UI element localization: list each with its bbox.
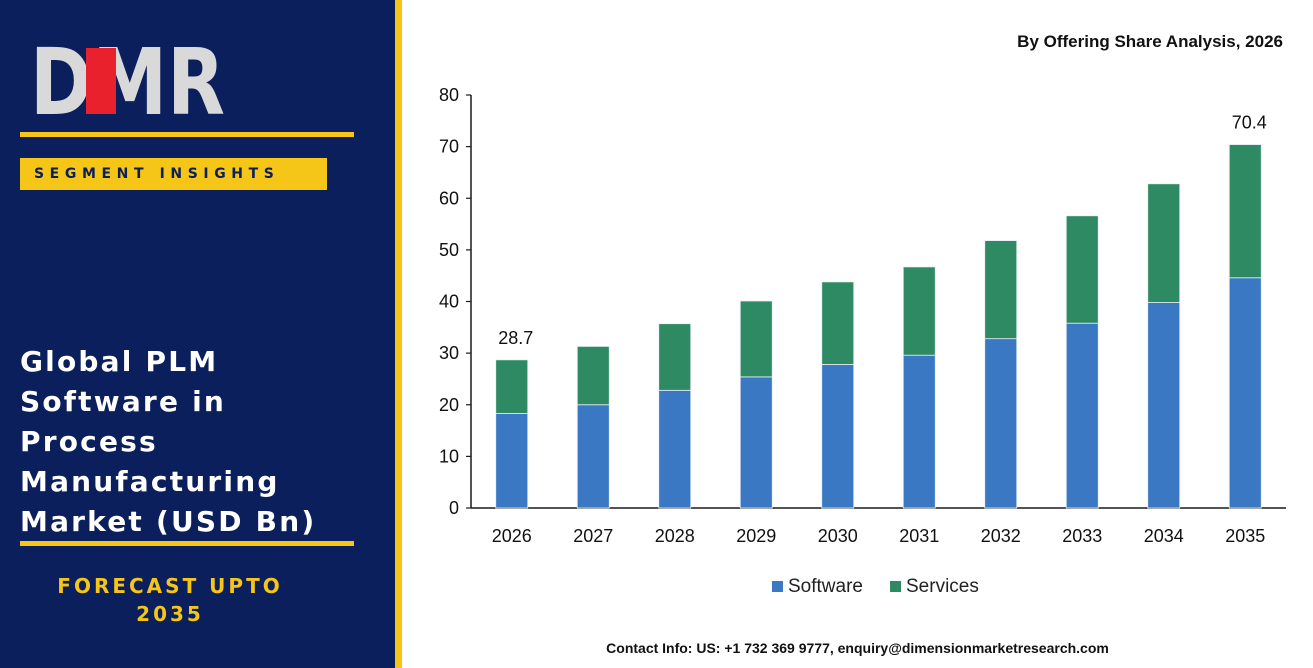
legend-swatch-software xyxy=(772,581,783,592)
chart-subtitle: By Offering Share Analysis, 2026 xyxy=(1017,32,1283,51)
legend-swatch-services xyxy=(890,581,901,592)
title-line: Manufacturing xyxy=(20,465,280,498)
y-tick-label: 60 xyxy=(439,188,459,208)
x-tick-label: 2034 xyxy=(1144,526,1184,546)
y-tick-label: 80 xyxy=(439,85,459,105)
legend-label-software: Software xyxy=(788,576,863,597)
bar-services-2029 xyxy=(739,300,773,378)
market-title: Global PLM Software in Process Manufactu… xyxy=(20,342,380,542)
bar-services-2026 xyxy=(495,359,529,414)
x-tick-label: 2032 xyxy=(981,526,1021,546)
forecast-line: FORECAST UPTO xyxy=(57,574,283,598)
x-tick-label: 2031 xyxy=(899,526,939,546)
forecast-label: FORECAST UPTO 2035 xyxy=(20,572,320,628)
y-tick-label: 50 xyxy=(439,240,459,260)
bar-software-2027 xyxy=(576,404,610,509)
title-line: Process xyxy=(20,425,158,458)
bar-software-2030 xyxy=(821,364,855,509)
left-panel: DMR SEGMENT INSIGHTS Global PLM Software… xyxy=(0,0,395,668)
segment-insights-badge: SEGMENT INSIGHTS xyxy=(20,158,327,190)
x-tick-label: 2033 xyxy=(1062,526,1102,546)
bar-services-2035 xyxy=(1228,144,1262,279)
contact-info: Contact Info: US: +1 732 369 9777, enqui… xyxy=(606,640,1109,656)
x-tick-label: 2028 xyxy=(655,526,695,546)
divider-line-bottom xyxy=(20,541,354,546)
bar-services-2034 xyxy=(1147,183,1181,303)
bar-software-2031 xyxy=(902,354,936,509)
data-label-2026: 28.7 xyxy=(498,328,533,348)
x-tick-label: 2035 xyxy=(1225,526,1265,546)
divider-line-top xyxy=(20,132,354,137)
bar-services-2033 xyxy=(1065,215,1099,324)
bar-software-2035 xyxy=(1228,277,1262,509)
y-tick-label: 20 xyxy=(439,395,459,415)
title-line: Market (USD Bn) xyxy=(20,505,317,538)
bar-software-2032 xyxy=(984,338,1018,509)
logo-text: DMR xyxy=(30,38,225,120)
bar-software-2028 xyxy=(658,389,692,509)
forecast-line: 2035 xyxy=(136,602,204,626)
title-line: Global PLM xyxy=(20,345,219,378)
bar-services-2027 xyxy=(576,346,610,406)
bar-services-2030 xyxy=(821,281,855,365)
y-tick-label: 70 xyxy=(439,137,459,157)
title-line: Software in xyxy=(20,385,227,418)
bar-services-2028 xyxy=(658,323,692,391)
bar-services-2031 xyxy=(902,266,936,356)
x-tick-label: 2030 xyxy=(818,526,858,546)
x-tick-label: 2029 xyxy=(736,526,776,546)
data-label-2035: 70.4 xyxy=(1232,113,1267,133)
bar-software-2029 xyxy=(739,376,773,509)
y-tick-label: 0 xyxy=(449,498,459,518)
y-tick-label: 40 xyxy=(439,292,459,312)
accent-divider xyxy=(395,0,402,668)
bar-software-2033 xyxy=(1065,322,1099,509)
bar-software-2034 xyxy=(1147,302,1181,509)
x-tick-label: 2027 xyxy=(573,526,613,546)
bar-services-2032 xyxy=(984,240,1018,340)
y-tick-label: 10 xyxy=(439,446,459,466)
dmr-logo: DMR xyxy=(30,38,225,120)
x-tick-label: 2026 xyxy=(492,526,532,546)
legend-label-services: Services xyxy=(906,576,979,597)
y-tick-label: 30 xyxy=(439,343,459,363)
bar-software-2026 xyxy=(495,413,529,509)
